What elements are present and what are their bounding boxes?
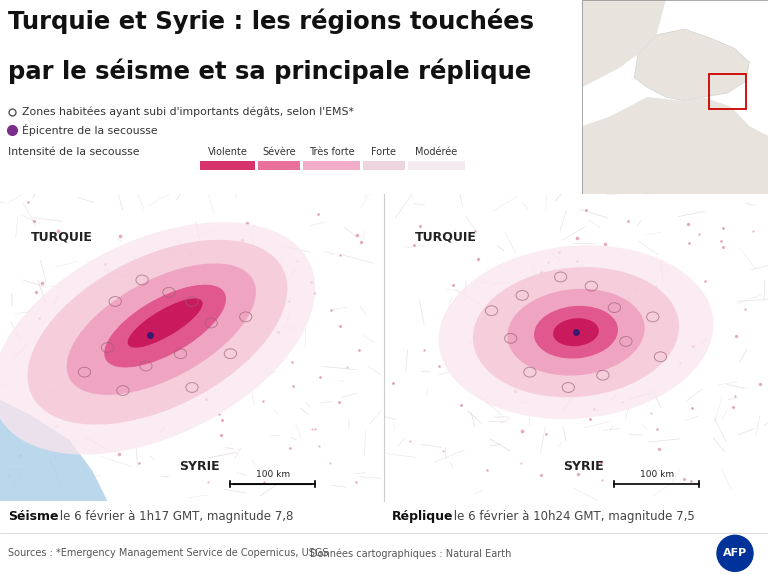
Text: Sévère: Sévère [262,147,296,157]
Polygon shape [582,0,666,87]
Text: 100 km: 100 km [640,470,674,479]
Text: Violente: Violente [207,147,247,157]
Text: le 6 février à 10h24 GMT, magnitude 7,5: le 6 février à 10h24 GMT, magnitude 7,5 [450,510,695,523]
Ellipse shape [439,245,713,419]
Bar [303,161,360,169]
Text: AFP: AFP [723,548,747,558]
Text: Très forte: Très forte [309,147,354,157]
Text: Intensité de la secousse: Intensité de la secousse [8,147,140,157]
Text: Forte: Forte [372,147,396,157]
Text: SYRIE: SYRIE [564,460,604,474]
Ellipse shape [473,267,679,397]
Text: Zones habitées ayant subi d'importants dégâts, selon l'EMS*: Zones habitées ayant subi d'importants d… [22,107,354,117]
Ellipse shape [534,306,618,359]
Ellipse shape [67,263,256,395]
Text: Sources : *Emergency Management Service de Copernicus, USGS: Sources : *Emergency Management Service … [8,548,329,559]
Text: Turquie et Syrie : les régions touchées: Turquie et Syrie : les régions touchées [8,8,534,33]
Text: Réplique: Réplique [392,510,453,523]
Polygon shape [0,400,108,501]
Text: 100 km: 100 km [256,470,290,479]
Ellipse shape [104,285,226,367]
Ellipse shape [0,222,315,455]
Text: SYRIE: SYRIE [180,460,220,474]
Text: TURQUIE: TURQUIE [415,230,477,243]
Text: Épicentre de la secousse: Épicentre de la secousse [22,124,157,136]
Text: Données cartographiques : Natural Earth: Données cartographiques : Natural Earth [310,548,511,559]
Bar [200,161,255,169]
Circle shape [717,536,753,571]
Text: par le séisme et sa principale réplique: par le séisme et sa principale réplique [8,58,531,83]
Bar [363,161,405,169]
Ellipse shape [553,318,599,346]
Ellipse shape [127,298,203,348]
Polygon shape [582,97,768,194]
Bar [408,161,465,169]
Text: le 6 février à 1h17 GMT, magnitude 7,8: le 6 février à 1h17 GMT, magnitude 7,8 [56,510,293,523]
Bar [258,161,300,169]
Ellipse shape [508,289,644,375]
Text: TURQUIE: TURQUIE [31,230,93,243]
Text: Modérée: Modérée [415,147,458,157]
Polygon shape [634,29,750,101]
Text: Séisme: Séisme [8,510,58,523]
Ellipse shape [28,240,287,425]
Bar [709,73,746,108]
